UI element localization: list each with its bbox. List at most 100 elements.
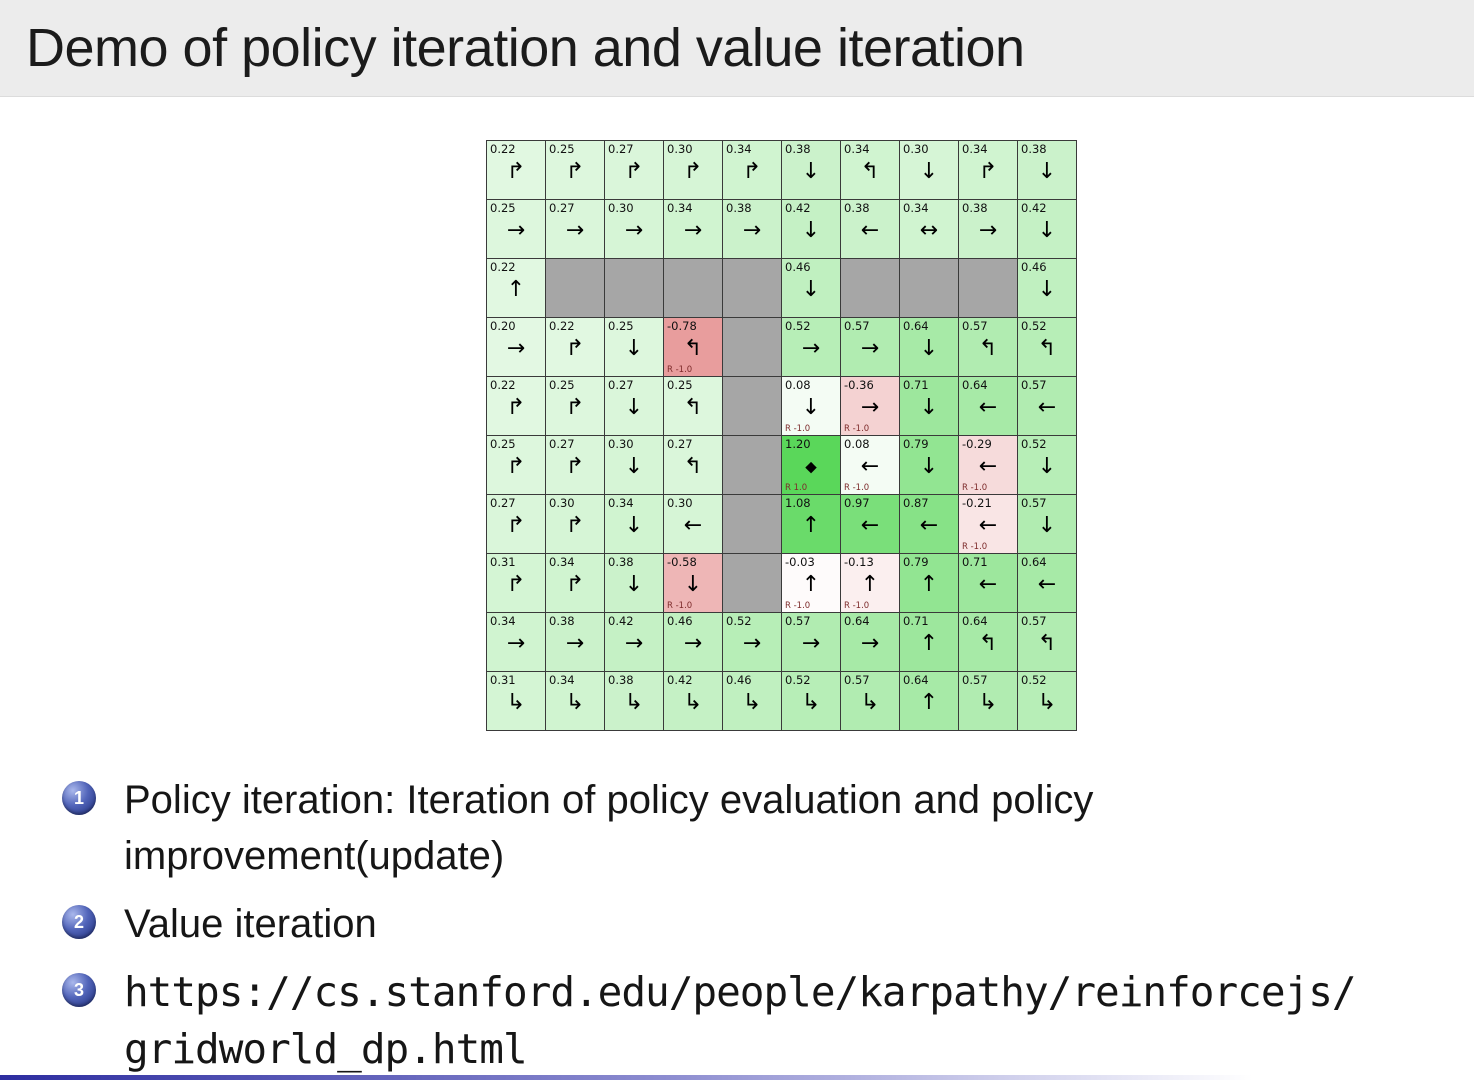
cell-value: 0.22 <box>490 378 516 392</box>
grid-wall-cell <box>959 259 1018 318</box>
policy-down-icon: ↓ <box>801 277 821 303</box>
grid-wall-cell <box>723 259 782 318</box>
cell-value: -0.36 <box>844 378 874 392</box>
policy-up-right-turn-icon: ↱ <box>506 159 526 185</box>
cell-value: 0.64 <box>844 614 870 628</box>
cell-reward-label: R -1.0 <box>844 423 870 434</box>
cell-reward-label: R -1.0 <box>785 423 811 434</box>
grid-wall-cell <box>605 259 664 318</box>
grid-cell: 0.57 ↳ <box>841 672 900 731</box>
grid-cell: 0.79 ↓ <box>900 436 959 495</box>
url-line-2[interactable]: gridworld_dp.html <box>124 1025 528 1074</box>
cell-value: 0.08 <box>844 437 870 451</box>
grid-cell: 0.71 ↑ <box>900 613 959 672</box>
cell-value: 0.57 <box>962 319 988 333</box>
cell-reward-label: R -1.0 <box>962 541 988 552</box>
policy-up-icon: ↑ <box>506 277 526 303</box>
grid-cell: 0.38 ↓ <box>782 141 841 200</box>
cell-value: 0.52 <box>785 319 811 333</box>
cell-value: 0.27 <box>549 437 575 451</box>
cell-reward-label: R -1.0 <box>844 482 870 493</box>
policy-right-icon: → <box>506 218 526 244</box>
policy-up-left-turn-icon: ↰ <box>683 395 703 421</box>
policy-up-right-turn-icon: ↱ <box>978 159 998 185</box>
cell-value: 0.42 <box>785 201 811 215</box>
grid-cell: 0.38 → <box>959 200 1018 259</box>
cell-value: 1.20 <box>785 437 811 451</box>
cell-value: 0.64 <box>962 614 988 628</box>
cell-value: -0.29 <box>962 437 992 451</box>
grid-cell: 0.22 ↱ <box>487 377 546 436</box>
list-item-text: Policy iteration: Iteration of policy ev… <box>124 778 1094 878</box>
grid-cell: 0.34 ↱ <box>959 141 1018 200</box>
policy-up-icon: ↑ <box>801 513 821 539</box>
cell-value: 0.52 <box>1021 319 1047 333</box>
grid-cell: 0.25 → <box>487 200 546 259</box>
grid-cell: 0.42 ↓ <box>782 200 841 259</box>
policy-down-icon: ↓ <box>1037 513 1057 539</box>
cell-value: 0.25 <box>549 378 575 392</box>
cell-value: 0.42 <box>608 614 634 628</box>
policy-down-icon: ↓ <box>624 454 644 480</box>
policy-right-icon: → <box>860 336 880 362</box>
cell-value: 0.57 <box>1021 614 1047 628</box>
policy-up-left-turn-icon: ↰ <box>860 159 880 185</box>
cell-value: 0.64 <box>962 378 988 392</box>
demo-url[interactable]: https://cs.stanford.edu/people/karpathy/… <box>124 964 1357 1079</box>
grid-cell: 0.46 → <box>664 613 723 672</box>
policy-left-icon: ← <box>683 513 703 539</box>
grid-cell: 0.38 → <box>723 200 782 259</box>
item-number-badge: 2 <box>62 905 96 939</box>
policy-left-icon: ← <box>860 513 880 539</box>
item-number-badge: 3 <box>62 973 96 1007</box>
grid-cell: 0.71 ← <box>959 554 1018 613</box>
policy-down-right-turn-icon: ↳ <box>860 690 880 716</box>
cell-value: 1.08 <box>785 496 811 510</box>
grid-cell: 0.52 ↳ <box>782 672 841 731</box>
cell-value: 0.34 <box>549 555 575 569</box>
policy-right-icon: → <box>860 631 880 657</box>
grid-cell: -0.21 ← R -1.0 <box>959 495 1018 554</box>
grid-cell: 0.20 → <box>487 318 546 377</box>
policy-right-icon: → <box>565 218 585 244</box>
policy-left-icon: ← <box>978 395 998 421</box>
grid-cell: 0.87 ← <box>900 495 959 554</box>
grid-cell: 0.71 ↓ <box>900 377 959 436</box>
grid-cell: 0.46 ↓ <box>782 259 841 318</box>
policy-down-icon: ↓ <box>1037 454 1057 480</box>
cell-reward-label: R -1.0 <box>785 600 811 611</box>
cell-value: 0.79 <box>903 437 929 451</box>
grid-wall-cell <box>900 259 959 318</box>
grid-wall-cell <box>664 259 723 318</box>
cell-value: 0.31 <box>490 673 516 687</box>
grid-cell: 0.25 ↱ <box>546 141 605 200</box>
cell-value: 0.57 <box>844 673 870 687</box>
url-line-1[interactable]: https://cs.stanford.edu/people/karpathy/… <box>124 968 1357 1016</box>
grid-cell: 0.25 ↰ <box>664 377 723 436</box>
cell-value: 0.57 <box>844 319 870 333</box>
grid-cell: 0.38 ↓ <box>1018 141 1077 200</box>
policy-up-right-turn-icon: ↱ <box>506 513 526 539</box>
grid-cell: 0.30 ← <box>664 495 723 554</box>
policy-up-left-turn-icon: ↰ <box>683 336 703 362</box>
cell-reward-label: R 1.0 <box>785 482 808 493</box>
cell-value: 0.25 <box>608 319 634 333</box>
policy-down-right-turn-icon: ↳ <box>565 690 585 716</box>
policy-up-icon: ↑ <box>860 572 880 598</box>
cell-value: 0.27 <box>667 437 693 451</box>
cell-value: 0.34 <box>844 142 870 156</box>
cell-value: -0.03 <box>785 555 815 569</box>
cell-value: -0.21 <box>962 496 992 510</box>
grid-cell: 0.22 ↱ <box>546 318 605 377</box>
cell-value: 0.25 <box>549 142 575 156</box>
grid-cell: 0.57 ↳ <box>959 672 1018 731</box>
policy-goal-star-icon: ◆ <box>805 457 817 476</box>
cell-value: 0.38 <box>785 142 811 156</box>
policy-up-left-turn-icon: ↰ <box>1037 336 1057 362</box>
cell-value: 0.38 <box>549 614 575 628</box>
policy-right-icon: → <box>860 395 880 421</box>
policy-down-icon: ↓ <box>624 513 644 539</box>
cell-value: 0.30 <box>667 496 693 510</box>
policy-left-icon: ← <box>1037 395 1057 421</box>
cell-value: 0.22 <box>549 319 575 333</box>
